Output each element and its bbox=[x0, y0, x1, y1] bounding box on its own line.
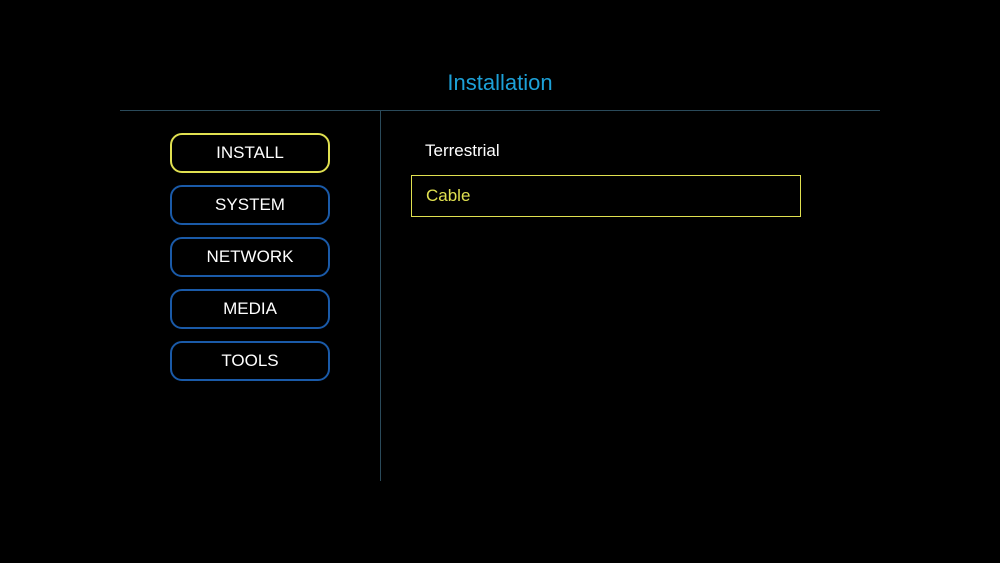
content-area: INSTALL SYSTEM NETWORK MEDIA TOOLS Terre… bbox=[120, 111, 880, 481]
menu-tools-button[interactable]: TOOLS bbox=[170, 341, 330, 381]
menu-network-button[interactable]: NETWORK bbox=[170, 237, 330, 277]
menu-label: SYSTEM bbox=[215, 195, 285, 215]
menu-label: INSTALL bbox=[216, 143, 284, 163]
menu-label: MEDIA bbox=[223, 299, 277, 319]
app-container: Installation INSTALL SYSTEM NETWORK MEDI… bbox=[0, 0, 1000, 563]
option-label: Terrestrial bbox=[425, 141, 500, 160]
menu-label: TOOLS bbox=[221, 351, 278, 371]
menu-label: NETWORK bbox=[207, 247, 294, 267]
menu-system-button[interactable]: SYSTEM bbox=[170, 185, 330, 225]
sidebar-menu: INSTALL SYSTEM NETWORK MEDIA TOOLS bbox=[120, 111, 380, 481]
option-terrestrial[interactable]: Terrestrial bbox=[411, 133, 850, 169]
menu-media-button[interactable]: MEDIA bbox=[170, 289, 330, 329]
option-cable[interactable]: Cable bbox=[411, 175, 801, 217]
page-title: Installation bbox=[120, 0, 880, 110]
main-panel: Terrestrial Cable bbox=[381, 111, 880, 481]
option-label: Cable bbox=[426, 186, 470, 205]
menu-install-button[interactable]: INSTALL bbox=[170, 133, 330, 173]
